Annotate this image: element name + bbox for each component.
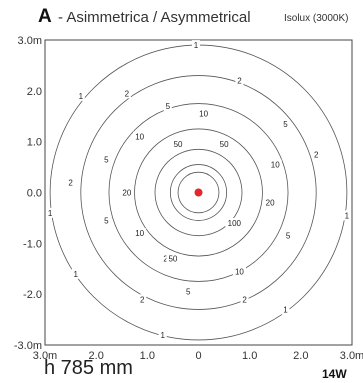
- contour-label-bg: [191, 40, 200, 51]
- contour-label-bg: [284, 230, 293, 241]
- contour-label-bg: [197, 108, 211, 119]
- contour-label-bg: [158, 329, 167, 340]
- contour-label-bg: [102, 154, 111, 165]
- x-tick-label: 2.0: [293, 350, 308, 362]
- contour-label: 5: [166, 102, 171, 111]
- contour-label: 2: [314, 150, 319, 159]
- contour-label-bg: [225, 218, 244, 228]
- title-name: - Asimmetrica / Asymmetrical: [58, 9, 251, 26]
- contour-label-bg: [232, 266, 246, 277]
- x-tick-label: 0: [195, 350, 201, 362]
- chart-title: A - Asimmetrica / Asymmetrical Isolux (3…: [0, 6, 363, 28]
- contour-label: 2: [125, 89, 130, 98]
- contour-label-bg: [133, 131, 147, 142]
- y-tick-label: -2.0: [23, 289, 42, 301]
- power-rating: 14W: [322, 367, 347, 381]
- contour-label: 5: [283, 120, 288, 129]
- contour-label: 5: [286, 232, 291, 241]
- contour-label-bg: [46, 207, 55, 218]
- contour-label: 50: [174, 140, 183, 149]
- contour-label: 5: [186, 288, 191, 297]
- y-tick-label: 3.0m: [18, 35, 42, 47]
- contour-label-layer: 1111111222222555555101010101020202050505…: [46, 40, 351, 340]
- contour-label: 10: [135, 133, 144, 142]
- y-tick-label: 2.0: [27, 86, 42, 98]
- y-tick-label: -3.0m: [14, 340, 42, 352]
- contour-label-bg: [171, 139, 185, 150]
- contour-label: 5: [104, 216, 109, 225]
- contour-label: 1: [160, 331, 165, 340]
- contour-label: 2: [237, 77, 242, 86]
- x-tick-label: 2.0: [89, 350, 104, 362]
- isolux-contour-5: [108, 103, 289, 282]
- contour-label: 1: [283, 305, 288, 314]
- contour-label-bg: [120, 187, 134, 198]
- contour-label-bg: [268, 159, 282, 170]
- y-tick-label: -1.0: [23, 238, 42, 250]
- contour-label-bg: [263, 197, 277, 208]
- contour-label: 2: [140, 295, 145, 304]
- contour-label: 10: [271, 161, 280, 170]
- contour-label-bg: [102, 215, 111, 226]
- contour-label-bg: [133, 228, 147, 239]
- contour-label-bg: [342, 210, 351, 221]
- isolux-contour-10: [134, 128, 263, 257]
- title-code: A: [38, 6, 52, 27]
- x-tick-label: 3.0m: [340, 350, 363, 362]
- x-tick-label: 3.0m: [33, 350, 57, 362]
- contour-layer: [49, 44, 348, 341]
- contour-label-bg: [184, 286, 193, 297]
- contour-label-bg: [281, 304, 290, 315]
- contour-label-bg: [66, 177, 75, 188]
- contour-label: 1: [79, 92, 84, 101]
- x-tick-label: 1.0: [140, 350, 155, 362]
- contour-label: 1: [194, 41, 199, 50]
- contour-label-bg: [240, 294, 249, 305]
- y-tick-label: 0.0: [27, 188, 42, 200]
- tick-layer: 3.0m 2.0 1.0 0 1.0 2.0 3.0m 3.0m 2.0 1.0 0.0 -1.0 -2…: [14, 35, 363, 362]
- contour-label-bg: [138, 294, 147, 305]
- contour-label-bg: [235, 75, 244, 86]
- contour-label: 50: [220, 140, 229, 149]
- contour-label: 10: [199, 110, 208, 119]
- contour-label: 1: [345, 211, 350, 220]
- isolux-contour-2: [80, 75, 317, 310]
- contour-label-bg: [312, 149, 321, 160]
- contour-label-bg: [217, 139, 231, 150]
- isolux-contour-20: [154, 148, 243, 237]
- title-subtitle: Isolux (3000K): [284, 13, 349, 24]
- contour-label: 2: [68, 178, 73, 187]
- contour-label: 5: [104, 155, 109, 164]
- contour-label: 2: [242, 295, 247, 304]
- mounting-height: h 785 mm: [44, 357, 133, 379]
- contour-label: 20: [266, 199, 275, 208]
- isolux-contour-50: [169, 164, 228, 221]
- contour-label: 50: [168, 255, 177, 264]
- contour-label: 1: [73, 270, 78, 279]
- contour-label-bg: [71, 268, 80, 279]
- contour-label-bg: [166, 253, 180, 264]
- center-marker: [194, 188, 203, 197]
- contour-label-bg: [76, 90, 85, 101]
- plot-frame: [44, 39, 353, 346]
- contour-label-bg: [163, 101, 172, 112]
- contour-label: 100: [228, 219, 242, 228]
- contour-label: 20: [122, 189, 131, 198]
- x-tick-label: 1.0: [242, 350, 257, 362]
- contour-label-bg: [281, 118, 290, 129]
- contour-label-bg: [122, 88, 131, 99]
- isolux-contour-100: [177, 171, 220, 214]
- y-tick-label: 1.0: [27, 137, 42, 149]
- contour-label: 10: [235, 267, 244, 276]
- contour-label: 10: [135, 229, 144, 238]
- contour-label: 1: [48, 209, 53, 218]
